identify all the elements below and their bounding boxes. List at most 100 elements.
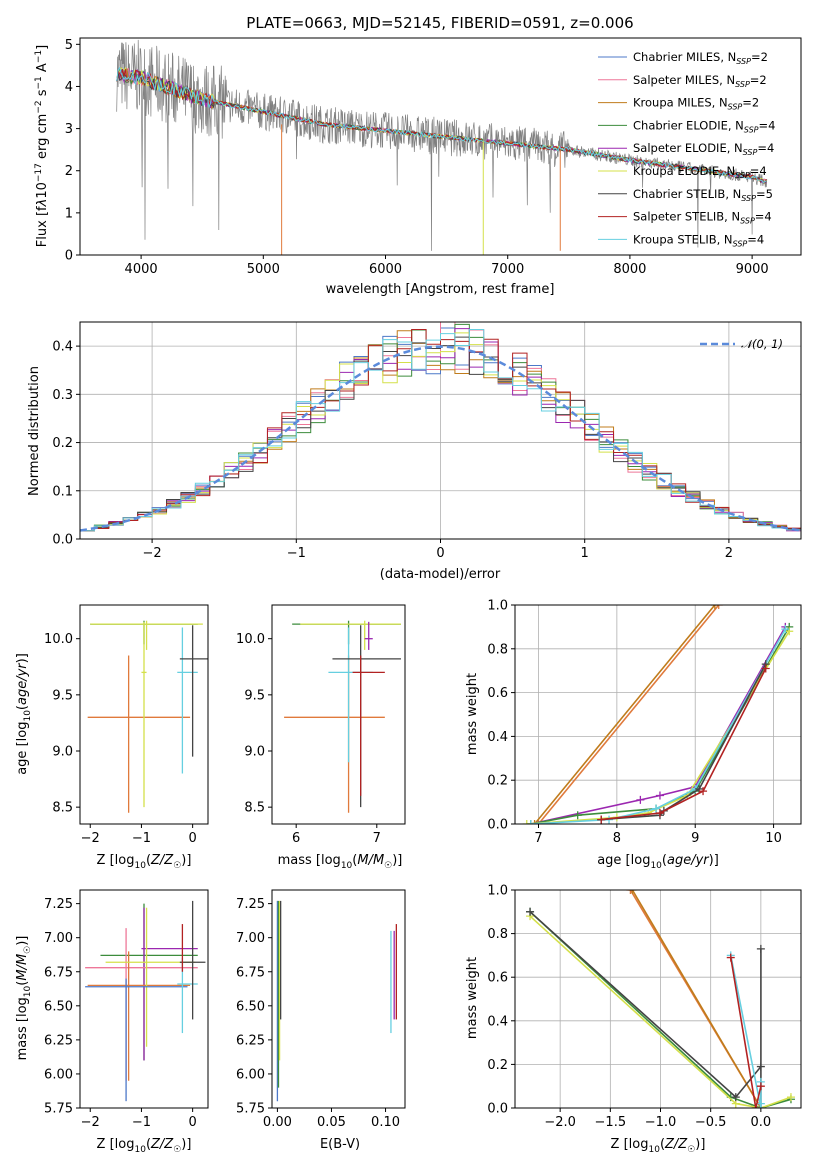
legend-label: Chabrier STELIB, NSSP=5 xyxy=(633,187,773,203)
y-tick-label: 3 xyxy=(65,122,73,137)
y-tick-label: 6.25 xyxy=(44,1033,73,1048)
y-tick-label: 0.1 xyxy=(52,484,73,499)
plus-marker xyxy=(534,820,543,824)
y-tick-label: 6.50 xyxy=(44,999,73,1014)
legend-label: Kroupa ELODIE, NSSP=4 xyxy=(633,164,767,180)
y-tick-label: 0 xyxy=(65,249,73,264)
mass-z-ylabel: mass [log10(M/M☉)] xyxy=(15,936,33,1061)
axes-frame xyxy=(271,889,406,1109)
y-tick-label: 6.50 xyxy=(236,999,265,1014)
y-tick-label: 5.75 xyxy=(44,1102,73,1117)
axes-frame xyxy=(79,37,802,256)
y-tick-label: 10.0 xyxy=(44,632,73,647)
x-tick-label: 7 xyxy=(534,831,542,846)
y-tick-label: 7.00 xyxy=(44,931,73,946)
weight-z-ylabel: mass weight xyxy=(465,957,480,1039)
legend-label-sub: SSP xyxy=(735,171,750,180)
x-tick-label: 0 xyxy=(188,831,196,846)
x-tick-label: 0.10 xyxy=(371,1115,400,1130)
legend-label: Kroupa STELIB, NSSP=4 xyxy=(633,232,764,248)
x-tick-label: 1 xyxy=(581,546,589,561)
gaussian-curve xyxy=(80,345,801,532)
y-tick-label: 6.25 xyxy=(236,1033,265,1048)
mass-z-xlabel: Z [log10(Z/Z☉)] xyxy=(97,1137,192,1155)
legend-label-value: =4 xyxy=(759,118,776,132)
plus-marker xyxy=(573,811,582,820)
y-tick-label: 0.8 xyxy=(487,642,508,657)
plus-marker xyxy=(530,820,539,824)
x-tick-label: 9 xyxy=(691,831,699,846)
legend-label: Chabrier MILES, NSSP=2 xyxy=(633,50,768,66)
legend-label-main: Salpeter ELODIE, N xyxy=(633,141,743,155)
x-tick-label: 2 xyxy=(725,546,733,561)
y-tick-label: 10.0 xyxy=(236,632,265,647)
legend-label-value: =2 xyxy=(742,96,759,110)
mass-vs-ebv-panel: 0.00 0.05 0.10 5.75 6.00 6.25 6.50 6.75 7.00 7.25… xyxy=(236,889,406,1152)
y-tick-label: 7.25 xyxy=(236,897,265,912)
gaussian-legend-label: 𝒩(0, 1) xyxy=(741,337,783,351)
y-tick-label: 0.2 xyxy=(487,774,508,789)
y-tick-label: 0.4 xyxy=(52,340,73,355)
axes-frame xyxy=(271,604,406,825)
x-tick-label: 0.05 xyxy=(317,1115,346,1130)
plus-marker xyxy=(655,791,664,800)
mass-weight-line xyxy=(730,957,762,1108)
plus-marker xyxy=(781,625,790,634)
weight-age-xlabel: age [log10(age/yr)] xyxy=(597,853,719,871)
x-tick-label: −2.0 xyxy=(544,1115,576,1130)
plus-marker xyxy=(751,1104,760,1108)
y-tick-label: 8.5 xyxy=(244,801,265,816)
legend-label-sub: SSP xyxy=(733,239,748,248)
age-z-ylabel: age [log10(age/yr)] xyxy=(15,653,33,775)
plus-marker xyxy=(597,815,606,824)
residual-histogram xyxy=(80,328,801,532)
y-tick-label: 0.4 xyxy=(487,1014,508,1029)
weight-z-xlabel: Z [log10(Z/Z☉)] xyxy=(611,1137,706,1155)
plus-marker xyxy=(756,1082,765,1091)
ebv-xlabel: E(B-V) xyxy=(320,1137,360,1152)
y-tick-label: 9.0 xyxy=(52,745,73,760)
legend-label-main: Kroupa ELODIE, N xyxy=(633,164,735,178)
y-tick-label: 1.0 xyxy=(487,599,508,614)
y-tick-label: 1 xyxy=(65,206,73,221)
y-tick-label: 0.2 xyxy=(52,436,73,451)
legend-label-main: Salpeter STELIB, N xyxy=(633,210,740,224)
plus-marker xyxy=(761,664,770,673)
x-tick-label: 0.0 xyxy=(751,1115,772,1130)
legend-label-main: Chabrier MILES, N xyxy=(633,50,736,64)
y-tick-label: 0.3 xyxy=(52,388,73,403)
plus-marker xyxy=(756,1062,765,1071)
spectrum-title: PLATE=0663, MJD=52145, FIBERID=0591, z=0… xyxy=(246,14,633,32)
x-tick-label: 0 xyxy=(436,546,444,561)
axes-frame xyxy=(79,604,209,825)
legend-label-value: =5 xyxy=(756,187,773,201)
plus-marker xyxy=(714,605,723,609)
legend-label-value: =4 xyxy=(747,232,764,246)
plus-marker xyxy=(526,907,535,916)
plus-marker xyxy=(526,820,535,824)
plus-marker xyxy=(756,944,765,953)
mass-weight-line xyxy=(601,668,767,821)
model-spectrum-line xyxy=(116,66,767,184)
weight-age-ylabel: mass weight xyxy=(465,673,480,755)
legend-label: Salpeter MILES, NSSP=2 xyxy=(633,73,767,89)
legend-label-value: =2 xyxy=(751,50,768,64)
axes-frame xyxy=(79,889,209,1109)
x-tick-label: 8 xyxy=(613,831,621,846)
x-tick-label: −1 xyxy=(132,831,151,846)
y-tick-label: 0.2 xyxy=(487,1058,508,1073)
y-tick-label: 6.75 xyxy=(236,965,265,980)
y-tick-label: 0.6 xyxy=(487,971,508,986)
legend-label-main: Chabrier ELODIE, N xyxy=(633,118,744,132)
mass-weight-line xyxy=(631,890,762,1108)
legend-label-value: =4 xyxy=(757,141,774,155)
legend-label-sub: SSP xyxy=(740,217,755,226)
observed-spectrum xyxy=(116,39,768,251)
plus-marker xyxy=(731,1093,740,1102)
mass-weight-line xyxy=(533,605,716,824)
legend-label-value: =2 xyxy=(750,73,767,87)
legend-label-main: Salpeter MILES, N xyxy=(633,73,735,87)
axes-frame xyxy=(514,889,802,1109)
y-tick-label: 0.0 xyxy=(487,818,508,833)
y-tick-label: 5 xyxy=(65,38,73,53)
